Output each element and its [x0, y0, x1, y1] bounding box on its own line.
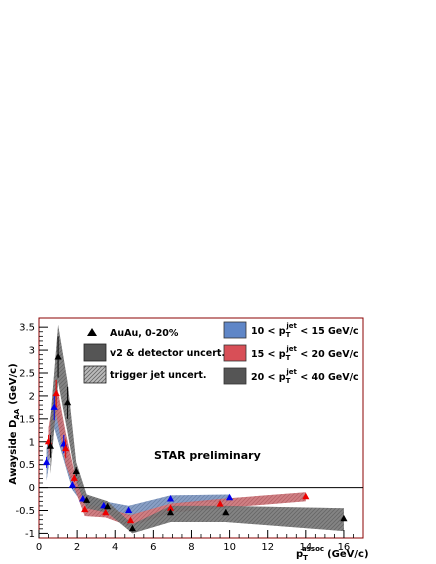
- uncertainty-bands: [46, 324, 344, 534]
- star-preliminary-label: STAR preliminary: [154, 449, 261, 462]
- marker-series-0: [226, 493, 234, 501]
- x-tick-label: 0: [36, 542, 42, 553]
- legend-triangle-marker: [87, 328, 97, 336]
- marker-series-2: [222, 508, 230, 516]
- marker-series-1: [70, 474, 78, 481]
- y-tick-label: -1: [25, 529, 35, 540]
- marker-series-0: [43, 458, 51, 465]
- y-tick-label: 3: [29, 346, 35, 357]
- data-points: [43, 336, 348, 532]
- marker-series-0: [125, 506, 133, 513]
- marker-series-1: [102, 508, 110, 516]
- marker-series-2: [83, 496, 91, 503]
- x-axis-title: pTassoc (GeV/c): [296, 545, 369, 562]
- marker-series-1: [126, 516, 135, 524]
- x-tick-label: 4: [112, 542, 118, 553]
- marker-series-1: [81, 505, 89, 513]
- y-tick-label: 3.5: [19, 323, 35, 334]
- y-tick-label: 2: [29, 391, 35, 402]
- y-tick-label: -0.5: [15, 506, 35, 517]
- marker-series-1: [166, 504, 175, 511]
- marker-series-1: [302, 492, 310, 500]
- y-tick-label: 2.5: [19, 369, 35, 380]
- legend-left-label-0: AuAu, 0-20%: [110, 328, 179, 339]
- x-tick-label: 16: [338, 542, 351, 553]
- marker-series-2: [104, 502, 112, 510]
- marker-series-2: [340, 514, 348, 522]
- x-tick-label: 10: [223, 542, 236, 553]
- legend-label-jet-10-15: 10 < pTjet < 15 GeV/c: [251, 322, 359, 339]
- marker-series-0: [79, 495, 87, 502]
- y-tick-label: 0.5: [19, 460, 35, 471]
- y-axis-ticks: -1 -0.5 0 0.5 1 1.5 2 2.5 3 3.5: [15, 323, 48, 540]
- legend-left-label-1: v2 & detector uncert.: [110, 348, 225, 359]
- y-tick-label: 1.5: [19, 414, 35, 425]
- legend-left-label-2: trigger jet uncert.: [110, 370, 207, 381]
- marker-series-2: [166, 508, 175, 516]
- y-axis-title: Awayside DAA(GeV/c): [8, 363, 21, 484]
- legend-solid-box: [83, 343, 107, 362]
- marker-series-0: [166, 495, 175, 502]
- band-hatch-series-2: [50, 324, 344, 534]
- x-axis-ticks: 0 2 4 6 8 10 12 14 16: [36, 530, 354, 553]
- marker-series-2: [72, 467, 80, 474]
- x-tick-label: 8: [188, 542, 194, 553]
- marker-series-1: [216, 500, 224, 507]
- legend-label-jet-15-20: 15 < pTjet < 20 GeV/c: [251, 345, 359, 362]
- marker-series-0: [50, 403, 58, 410]
- marker-series-2: [46, 442, 54, 449]
- x-tick-label: 6: [150, 542, 156, 553]
- marker-series-2: [54, 353, 62, 360]
- legend-swatch-jet-20-40: [223, 367, 247, 385]
- x-tick-label: 14: [299, 542, 312, 553]
- y-tick-label: 0: [29, 483, 35, 494]
- legend-label-jet-20-40: 20 < pTjet < 40 GeV/c: [251, 368, 359, 385]
- y-tick-label: 1: [29, 437, 35, 448]
- marker-series-0: [68, 481, 76, 488]
- legend-hatched-box: [83, 365, 107, 384]
- x-tick-label: 12: [261, 542, 274, 553]
- marker-series-1: [62, 444, 70, 452]
- x-tick-label: 2: [74, 542, 80, 553]
- legend-left: AuAu, 0-20% v2 & detector uncert. trigge…: [83, 328, 225, 384]
- legend-right: 10 < pTjet < 15 GeV/c 15 < pTjet < 20 Ge…: [223, 321, 359, 385]
- marker-series-1: [52, 389, 60, 397]
- marker-series-2: [128, 524, 136, 532]
- marker-series-2: [64, 398, 72, 406]
- legend-swatch-jet-15-20: [223, 344, 247, 362]
- legend-swatch-jet-10-15: [223, 321, 247, 339]
